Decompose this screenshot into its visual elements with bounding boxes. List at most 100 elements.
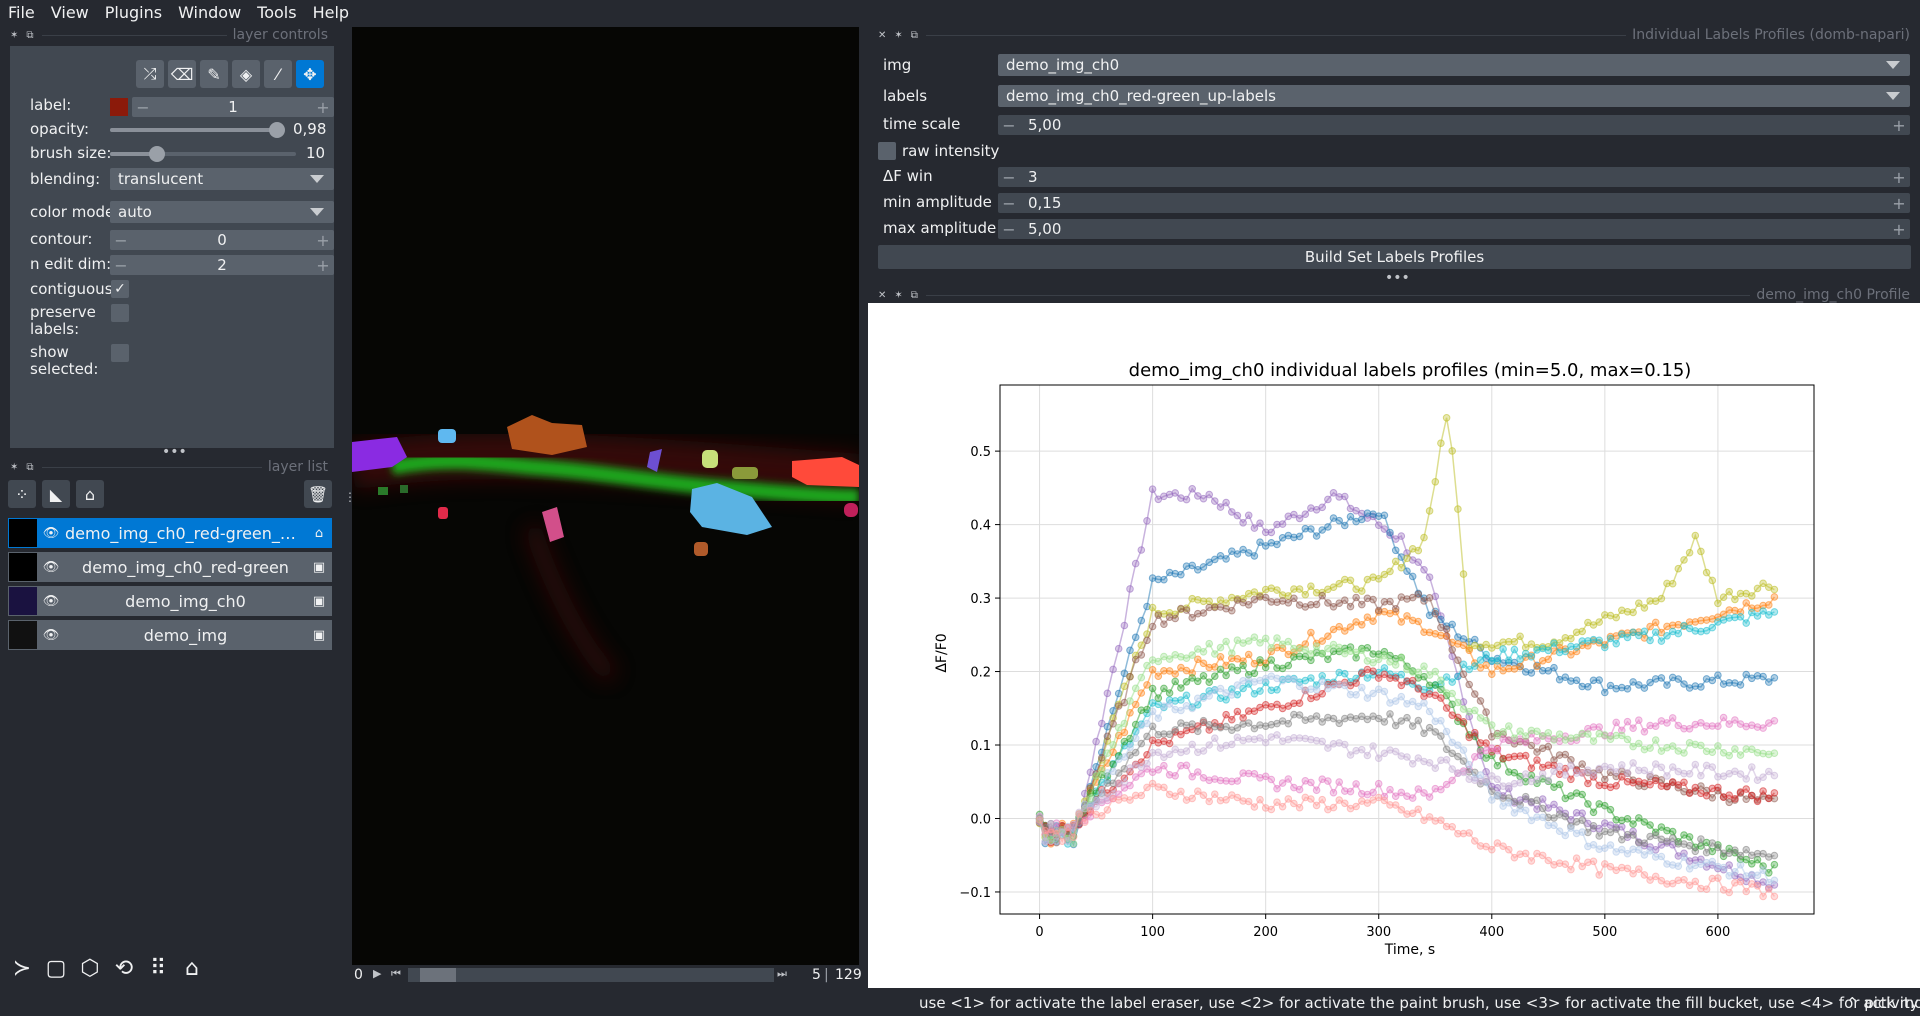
plus-icon[interactable]: + bbox=[316, 97, 330, 117]
build-profiles-button[interactable]: Build Set Labels Profiles bbox=[878, 245, 1911, 269]
minus-icon[interactable]: − bbox=[136, 97, 150, 117]
contour-label: contour: bbox=[30, 230, 93, 248]
pan-zoom-button[interactable]: ✥ bbox=[296, 60, 324, 88]
step-forward-icon[interactable]: ⏭ bbox=[777, 967, 787, 980]
data-point bbox=[1538, 795, 1547, 803]
data-point bbox=[1386, 674, 1394, 683]
contiguous-checkbox[interactable]: ✓ bbox=[111, 280, 129, 298]
dims-slider[interactable] bbox=[408, 968, 774, 982]
pick-mode-button[interactable]: ⁄ bbox=[264, 60, 292, 88]
plus-icon[interactable]: + bbox=[316, 230, 330, 250]
ndisplay-button[interactable]: ▢ bbox=[42, 954, 70, 982]
splitter-handle[interactable]: ••• bbox=[1385, 270, 1410, 286]
max-amplitude-spinbox[interactable]: − 5,00 + bbox=[998, 219, 1910, 239]
labels-select[interactable]: demo_img_ch0_red-green_up-labels bbox=[998, 85, 1910, 107]
float-icon[interactable]: ✶ bbox=[10, 29, 19, 41]
opacity-slider[interactable] bbox=[110, 122, 285, 138]
label-color-swatch[interactable] bbox=[110, 98, 128, 116]
close-icon[interactable]: ✕ bbox=[878, 289, 887, 301]
data-point bbox=[1527, 797, 1536, 806]
plus-icon[interactable]: + bbox=[1892, 193, 1906, 213]
data-point bbox=[1454, 741, 1462, 750]
plus-icon[interactable]: + bbox=[316, 255, 330, 275]
raw-intensity-checkbox[interactable] bbox=[878, 142, 896, 160]
df-win-spinbox[interactable]: − 3 + bbox=[998, 167, 1910, 187]
img-select[interactable]: demo_img_ch0 bbox=[998, 54, 1910, 76]
layer-row[interactable]: 👁 demo_img ▣ bbox=[8, 620, 332, 650]
close-icon[interactable]: ✕ bbox=[878, 29, 887, 41]
eye-icon[interactable]: 👁 bbox=[42, 559, 60, 575]
eye-icon[interactable]: 👁 bbox=[42, 525, 60, 541]
menu-file[interactable]: File bbox=[8, 2, 35, 22]
time-scale-spinbox[interactable]: − 5,00 + bbox=[998, 115, 1910, 135]
float-icon[interactable]: ✶ bbox=[894, 289, 903, 301]
grid-button[interactable]: ⠿ bbox=[144, 954, 172, 982]
activity-button[interactable]: ⌃ activity bbox=[1846, 994, 1919, 1012]
color-mode-select[interactable]: auto bbox=[110, 201, 334, 223]
transpose-button[interactable]: ⟲ bbox=[110, 954, 138, 982]
data-point bbox=[1561, 860, 1570, 869]
splitter-handle[interactable]: ••• bbox=[162, 444, 187, 460]
menu-tools[interactable]: Tools bbox=[257, 2, 297, 22]
left-splitter-handle[interactable]: ⋮ bbox=[344, 490, 356, 504]
roll-dims-button[interactable]: ⬡ bbox=[76, 954, 104, 982]
minus-icon[interactable]: − bbox=[1002, 167, 1016, 187]
new-points-button[interactable]: ⁘ bbox=[8, 480, 36, 508]
layer-row[interactable]: 👁 demo_img_ch0 ▣ bbox=[8, 586, 332, 616]
minus-icon[interactable]: − bbox=[1002, 193, 1016, 213]
menu-view[interactable]: View bbox=[50, 2, 89, 22]
eye-icon[interactable]: 👁 bbox=[42, 593, 60, 609]
preserve-labels-checkbox[interactable] bbox=[111, 304, 129, 322]
undock-icon[interactable]: ⧉ bbox=[910, 29, 918, 41]
label-spinbox[interactable]: − 1 + bbox=[132, 97, 334, 117]
plus-icon[interactable]: + bbox=[1892, 115, 1906, 135]
image-canvas[interactable] bbox=[352, 27, 859, 965]
data-point bbox=[1748, 608, 1756, 617]
data-point bbox=[1567, 865, 1575, 874]
home-button[interactable]: ⌂ bbox=[178, 954, 206, 982]
minus-icon[interactable]: − bbox=[1002, 219, 1016, 239]
undock-icon[interactable]: ⧉ bbox=[910, 289, 918, 301]
paint-brush-button[interactable]: ✎ bbox=[200, 60, 228, 88]
transform-button[interactable]: ⤮ bbox=[136, 60, 164, 88]
undock-icon[interactable]: ⧉ bbox=[26, 29, 34, 41]
layer-row[interactable]: 👁 demo_img_ch0_red-green_up... ⌂ bbox=[8, 518, 332, 548]
step-back-icon[interactable]: ⏮ bbox=[391, 967, 401, 980]
menu-window[interactable]: Window bbox=[178, 2, 242, 22]
brush-knob[interactable] bbox=[148, 146, 165, 162]
data-point bbox=[1510, 734, 1519, 743]
data-point bbox=[1154, 672, 1163, 681]
plus-icon[interactable]: + bbox=[1892, 167, 1906, 187]
fill-bucket-button[interactable]: ◈ bbox=[232, 60, 260, 88]
eye-icon[interactable]: 👁 bbox=[42, 627, 60, 643]
new-shapes-button[interactable]: ◣ bbox=[42, 480, 70, 508]
menu-plugins[interactable]: Plugins bbox=[104, 2, 163, 22]
data-point bbox=[1759, 724, 1767, 732]
data-point bbox=[1578, 809, 1587, 818]
undock-icon[interactable]: ⧉ bbox=[26, 461, 34, 473]
dims-slider-handle[interactable] bbox=[420, 968, 456, 982]
show-selected-checkbox[interactable] bbox=[111, 344, 129, 362]
data-point bbox=[1595, 832, 1604, 840]
contour-spinbox[interactable]: − 0 + bbox=[110, 230, 334, 250]
opacity-knob[interactable] bbox=[268, 122, 285, 138]
float-icon[interactable]: ✶ bbox=[10, 461, 19, 473]
min-amplitude-spinbox[interactable]: − 0,15 + bbox=[998, 193, 1910, 213]
data-point bbox=[1691, 877, 1700, 886]
minus-icon[interactable]: − bbox=[114, 255, 128, 275]
float-icon[interactable]: ✶ bbox=[894, 29, 903, 41]
blending-select[interactable]: translucent bbox=[110, 168, 334, 190]
plus-icon[interactable]: + bbox=[1892, 219, 1906, 239]
layer-row[interactable]: 👁 demo_img_ch0_red-green ▣ bbox=[8, 552, 332, 582]
brush-size-slider[interactable] bbox=[110, 146, 296, 162]
menu-help[interactable]: Help bbox=[312, 2, 350, 22]
minus-icon[interactable]: − bbox=[1002, 115, 1016, 135]
delete-layer-button[interactable]: 🗑 bbox=[304, 480, 332, 508]
n-edit-dim-spinbox[interactable]: − 2 + bbox=[110, 255, 334, 275]
minus-icon[interactable]: − bbox=[114, 230, 128, 250]
new-labels-button[interactable]: ⌂ bbox=[76, 480, 104, 508]
console-button[interactable]: ≻ bbox=[8, 954, 36, 982]
plot-canvas[interactable]: demo_img_ch0 individual labels profiles … bbox=[868, 303, 1920, 988]
eraser-button[interactable]: ⌫ bbox=[168, 60, 196, 88]
play-icon[interactable]: ▶ bbox=[373, 967, 382, 980]
